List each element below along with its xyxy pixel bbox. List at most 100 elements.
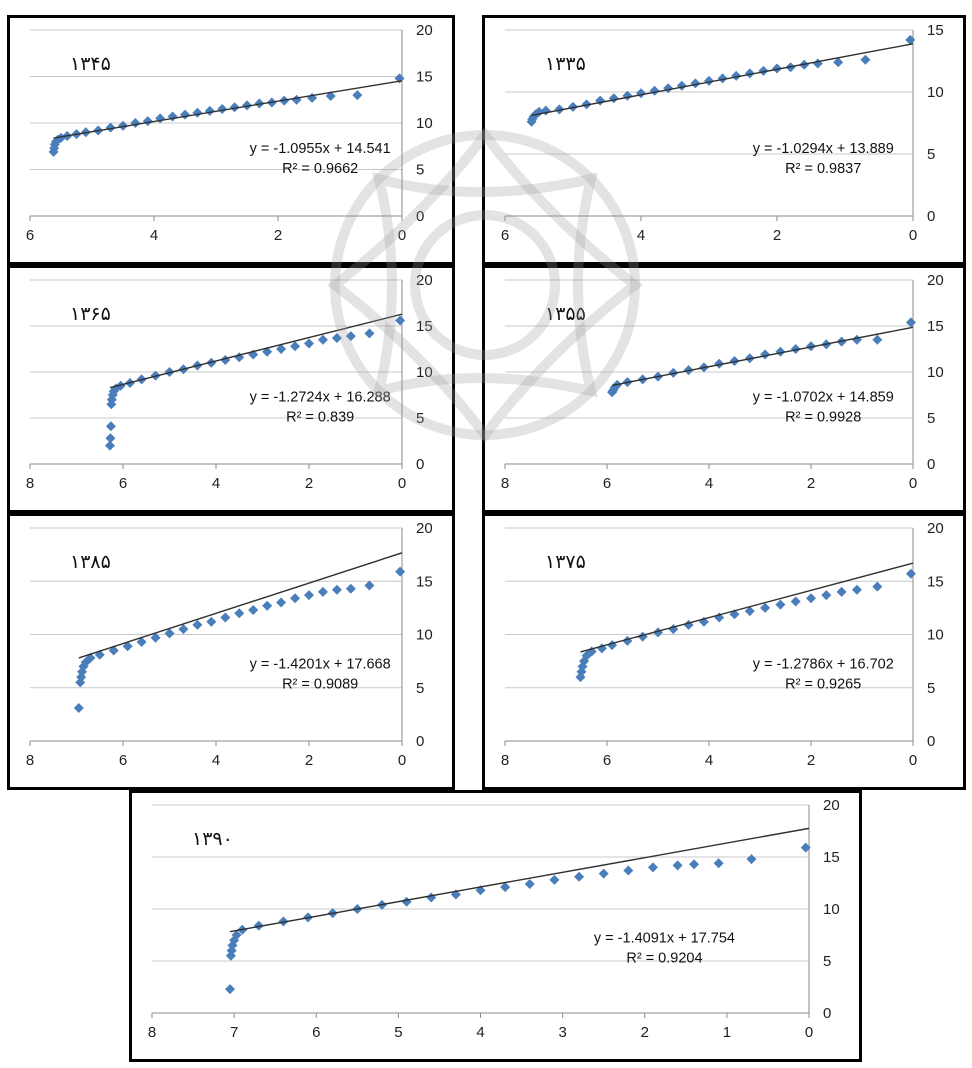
data-point-9 xyxy=(248,605,259,616)
x-tick-label-5: 3 xyxy=(558,1024,566,1041)
x-tick-label-0: 6 xyxy=(26,227,34,244)
x-tick-label-1: 4 xyxy=(150,227,158,244)
data-point-10 xyxy=(524,879,535,890)
data-point-11 xyxy=(500,882,511,893)
data-point-6 xyxy=(790,596,801,607)
data-point-16 xyxy=(636,88,646,99)
data-point-1 xyxy=(364,328,375,339)
data-point-10 xyxy=(717,73,728,84)
data-point-21 xyxy=(607,387,618,398)
data-point-5 xyxy=(304,590,314,601)
chart-panel-1345: 0 5 10 15 20 6 4 2 0 y = -1.0955x + 14.541 R² = 0.… xyxy=(7,15,455,265)
data-point-17 xyxy=(622,635,633,646)
y-tick-label-3: 15 xyxy=(823,849,840,866)
regression-equation: y = -1.4201x + 17.668 xyxy=(250,657,391,673)
trendline xyxy=(611,326,913,387)
data-point-0 xyxy=(395,566,406,577)
data-point-19 xyxy=(108,645,119,656)
data-point-7 xyxy=(254,98,265,109)
data-point-7 xyxy=(276,597,287,608)
data-point-0 xyxy=(395,315,406,326)
data-point-8 xyxy=(242,100,252,111)
y-tick-label-2: 10 xyxy=(927,84,944,101)
data-point-4 xyxy=(672,860,683,871)
data-point-12 xyxy=(206,616,217,627)
regression-equation: y = -1.2786x + 16.702 xyxy=(753,657,894,673)
data-point-1 xyxy=(352,90,363,101)
x-tick-label-0: 8 xyxy=(26,752,34,769)
trendline xyxy=(580,562,913,653)
y-tick-label-1: 5 xyxy=(823,953,831,970)
x-tick-label-6: 2 xyxy=(641,1024,649,1041)
y-tick-label-2: 10 xyxy=(927,364,944,381)
x-tick-label-2: 4 xyxy=(212,752,220,769)
y-tick-label-2: 10 xyxy=(927,627,944,644)
data-point-1 xyxy=(872,334,883,345)
data-point-22 xyxy=(579,656,590,667)
data-point-26 xyxy=(105,433,116,444)
data-point-9 xyxy=(731,70,742,81)
data-point-13 xyxy=(180,109,190,120)
x-tick-label-1: 6 xyxy=(603,475,611,492)
data-point-11 xyxy=(714,358,725,369)
data-point-15 xyxy=(401,896,412,907)
data-point-1 xyxy=(872,581,883,592)
x-tick-label-0: 6 xyxy=(501,227,509,244)
data-point-0 xyxy=(394,73,405,84)
y-tick-label-3: 15 xyxy=(927,22,944,39)
data-point-4 xyxy=(317,586,328,597)
r-squared-label: R² = 0.9204 xyxy=(626,950,702,966)
data-point-16 xyxy=(637,631,648,642)
data-point-0 xyxy=(905,568,916,579)
data-point-7 xyxy=(775,599,786,610)
x-tick-label-0: 8 xyxy=(501,475,509,492)
r-squared-label: R² = 0.839 xyxy=(286,409,354,425)
x-tick-label-2: 4 xyxy=(705,752,713,769)
x-tick-label-8: 0 xyxy=(805,1024,813,1041)
y-tick-label-1: 5 xyxy=(927,680,935,697)
y-tick-label-1: 5 xyxy=(416,162,424,179)
x-tick-label-3: 5 xyxy=(394,1024,402,1041)
x-tick-label-3: 0 xyxy=(398,227,406,244)
data-point-20 xyxy=(94,649,105,660)
data-point-3 xyxy=(689,859,700,870)
data-point-18 xyxy=(122,641,133,652)
x-tick-label-4: 4 xyxy=(476,1024,484,1041)
y-tick-label-0: 0 xyxy=(823,1005,831,1022)
data-point-5 xyxy=(806,593,816,604)
data-point-8 xyxy=(760,349,771,360)
data-point-16 xyxy=(142,116,153,127)
y-tick-label-4: 20 xyxy=(416,272,433,289)
x-tick-label-3: 0 xyxy=(909,227,917,244)
data-point-1 xyxy=(364,580,375,591)
data-point-2 xyxy=(851,584,862,595)
y-tick-label-2: 10 xyxy=(823,901,840,918)
data-point-0 xyxy=(905,34,916,45)
panel-year-title: ۱۳۷۵ xyxy=(545,551,586,573)
x-tick-label-3: 2 xyxy=(305,475,313,492)
data-point-28 xyxy=(526,116,537,127)
panel-year-title: ۱۳۸۵ xyxy=(70,551,111,573)
x-tick-label-4: 0 xyxy=(398,752,406,769)
data-point-2 xyxy=(833,57,844,68)
panel-year-title: ۱۳۹۰ xyxy=(192,828,233,850)
trendline xyxy=(229,827,809,933)
data-point-6 xyxy=(772,63,782,74)
data-point-7 xyxy=(598,868,609,879)
data-point-29 xyxy=(48,146,59,157)
regression-equation: y = -1.0702x + 14.859 xyxy=(753,389,894,405)
y-tick-label-3: 15 xyxy=(927,318,944,335)
data-point-18 xyxy=(607,640,618,651)
data-point-3 xyxy=(812,58,823,69)
y-tick-label-0: 0 xyxy=(416,733,424,750)
panel-year-title: ۱۳۵۵ xyxy=(545,303,586,325)
x-tick-label-4: 0 xyxy=(398,475,406,492)
data-point-25 xyxy=(575,672,586,683)
data-point-7 xyxy=(775,346,786,357)
data-point-8 xyxy=(744,68,755,79)
data-point-6 xyxy=(290,341,301,352)
chart-svg-1335: 0 5 10 15 6 4 2 0 y = -1.0294x + 13.889 R² = 0.98… xyxy=(501,22,944,244)
data-point-3 xyxy=(331,332,342,343)
data-point-6 xyxy=(623,865,634,876)
